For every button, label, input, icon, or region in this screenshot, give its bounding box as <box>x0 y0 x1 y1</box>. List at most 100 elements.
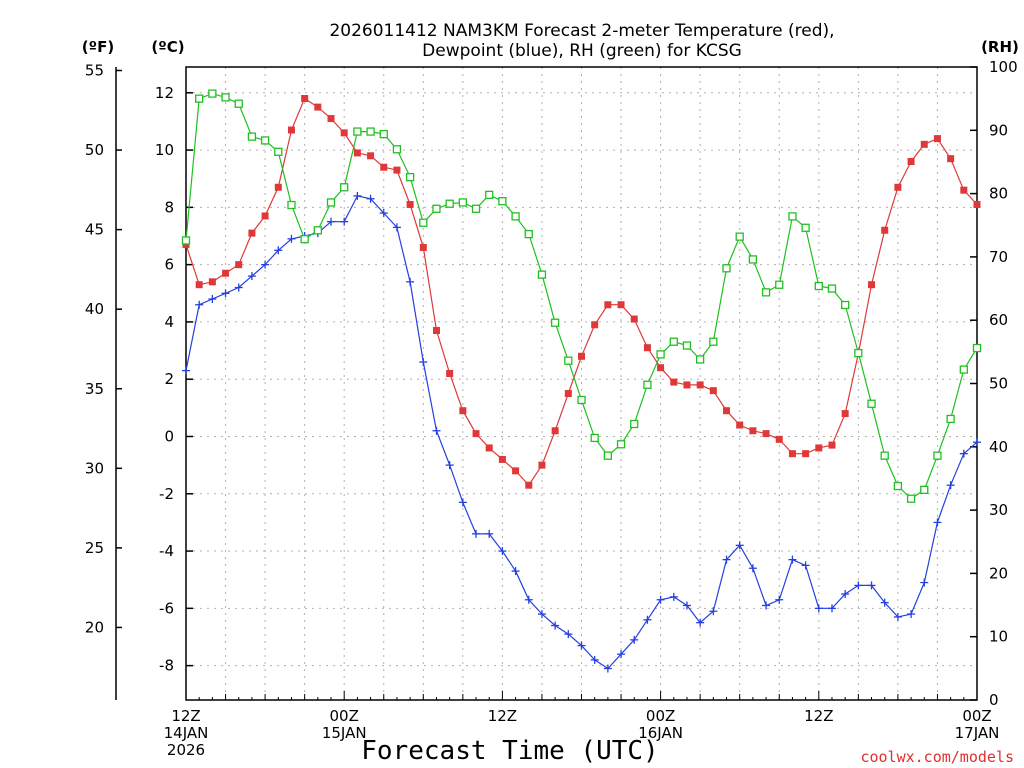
data-point <box>657 364 665 372</box>
data-point <box>920 485 929 494</box>
data-point <box>907 158 915 166</box>
data-point <box>722 555 731 564</box>
data-point <box>946 481 955 490</box>
data-point <box>827 604 836 613</box>
data-point <box>419 218 428 227</box>
data-point <box>603 664 612 673</box>
celsius-tick-label: 2 <box>164 370 174 388</box>
data-point <box>841 300 850 310</box>
data-point <box>854 348 863 358</box>
data-point <box>748 255 758 264</box>
data-point <box>669 592 678 601</box>
data-point <box>603 451 613 460</box>
data-point <box>590 655 599 664</box>
data-point <box>208 295 217 304</box>
data-point <box>327 217 336 226</box>
data-point <box>801 561 810 570</box>
series-line <box>185 92 978 500</box>
data-point <box>907 610 916 619</box>
data-series <box>181 89 982 673</box>
data-point <box>432 426 441 435</box>
data-point <box>709 387 717 395</box>
data-point <box>366 194 375 203</box>
data-point <box>959 365 968 374</box>
fahrenheit-tick-label: 25 <box>85 539 104 557</box>
data-point <box>379 209 388 218</box>
data-point <box>313 226 322 235</box>
data-point <box>577 395 586 405</box>
rh-tick-label: 10 <box>989 628 1008 646</box>
data-point <box>933 135 941 143</box>
rh-tick-label: 70 <box>989 248 1008 266</box>
data-point <box>854 581 863 590</box>
data-point <box>301 95 309 103</box>
data-point <box>630 419 639 429</box>
x-tick-label: 15JAN <box>322 724 367 742</box>
x-tick-label: 14JAN <box>164 724 209 742</box>
data-point <box>353 127 362 136</box>
celsius-tick-label: -4 <box>159 542 174 560</box>
data-point <box>801 223 810 232</box>
data-point <box>459 407 467 415</box>
x-tick-label: 16JAN <box>638 724 683 742</box>
data-point <box>445 461 454 470</box>
data-point <box>235 261 243 269</box>
data-point <box>788 212 797 221</box>
data-point <box>683 381 691 389</box>
data-point <box>379 129 388 139</box>
data-point <box>868 281 876 289</box>
data-point <box>314 103 322 111</box>
data-point <box>458 198 468 207</box>
fahrenheit-unit-label: (ºF) <box>82 38 114 56</box>
data-point <box>182 366 190 375</box>
data-point <box>920 578 929 587</box>
rh-tick-label: 30 <box>989 501 1008 519</box>
data-point <box>380 163 388 171</box>
data-point <box>366 127 375 136</box>
data-point <box>841 590 850 599</box>
data-point <box>406 277 415 286</box>
data-point <box>471 204 481 213</box>
data-point <box>735 232 744 241</box>
data-point <box>643 615 652 624</box>
data-point <box>761 288 771 297</box>
data-point <box>947 155 955 163</box>
celsius-tick-label: -2 <box>159 485 174 503</box>
data-point <box>696 355 705 364</box>
data-point <box>604 301 612 309</box>
data-point <box>775 280 784 289</box>
data-point <box>208 278 216 286</box>
data-point <box>287 200 296 210</box>
data-point <box>524 595 533 604</box>
data-point <box>222 269 230 277</box>
data-point <box>287 234 296 243</box>
x-axis-label: Forecast Time (UTC) <box>361 736 658 766</box>
data-point <box>748 564 757 573</box>
data-point <box>393 166 401 174</box>
data-point <box>248 229 256 237</box>
data-point <box>181 236 191 245</box>
data-point <box>511 567 520 576</box>
data-point <box>656 595 665 604</box>
celsius-tick-label: 12 <box>155 84 174 102</box>
data-point <box>590 433 599 443</box>
data-point <box>775 595 784 604</box>
data-point <box>524 229 533 239</box>
axes: -8 -6 -4 -2 0 2 4 6 8 10 12 20 25 30 35 40 45 50 55 0 10 20 30… <box>85 58 1018 709</box>
x-tick-label: 12Z <box>488 707 517 725</box>
data-point <box>893 612 902 621</box>
data-point <box>446 369 454 377</box>
data-point <box>353 191 362 200</box>
celsius-tick-label: 4 <box>164 313 174 331</box>
data-point <box>762 430 770 438</box>
data-point <box>722 264 731 273</box>
data-point <box>472 529 481 538</box>
data-point <box>274 246 283 255</box>
fahrenheit-tick-label: 50 <box>85 141 104 159</box>
data-point <box>802 450 810 458</box>
data-point <box>525 481 533 489</box>
data-point <box>392 223 401 232</box>
data-point <box>300 235 309 244</box>
chart-title-line1: 2026011412 NAM3KM Forecast 2-meter Tempe… <box>329 21 834 41</box>
rh-unit-label: (RH) <box>981 38 1019 56</box>
